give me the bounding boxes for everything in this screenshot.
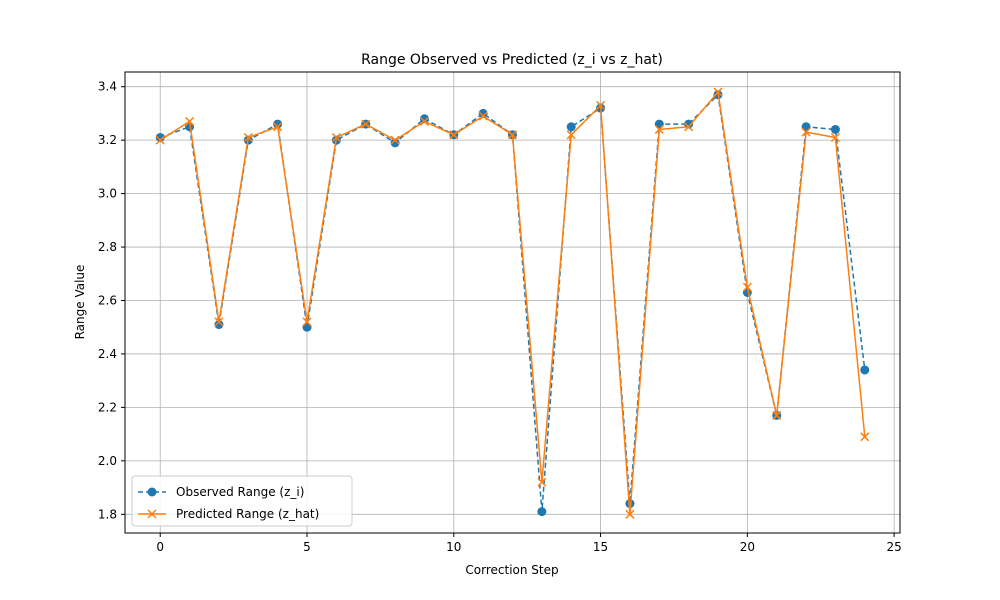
y-tick-label: 2.8 [98, 240, 117, 254]
series-layer [155, 87, 870, 519]
data-point-observed [155, 132, 165, 142]
data-point-predicted [625, 509, 635, 519]
data-point-predicted [507, 130, 518, 140]
legend-swatch-marker-observed [147, 487, 157, 497]
data-point-observed [566, 122, 576, 132]
y-tick-label: 2.0 [98, 454, 117, 468]
data-point-predicted [390, 135, 400, 145]
legend-entry-observed: Observed Range (z_i) [138, 485, 304, 499]
data-point-predicted [596, 100, 606, 110]
y-tick-label: 1.8 [98, 507, 117, 521]
data-point-predicted [155, 135, 165, 145]
y-tick-label: 2.2 [98, 400, 117, 414]
plot-area-frame [124, 71, 901, 534]
data-point-observed [214, 320, 224, 330]
data-point-predicted [478, 111, 488, 121]
legend-box [131, 475, 353, 527]
data-point-observed [478, 108, 488, 118]
x-tick-label: 20 [740, 540, 755, 554]
y-tick-label: 3.2 [98, 133, 117, 147]
x-tick-label: 10 [446, 540, 461, 554]
data-point-observed [273, 119, 283, 129]
data-point-predicted [419, 116, 429, 126]
data-point-observed [830, 124, 840, 134]
legend: Observed Range (z_i) Predicted Range (z_… [131, 475, 353, 527]
data-point-predicted [537, 477, 547, 487]
legend-label-predicted: Predicted Range (z_hat) [176, 507, 319, 521]
data-point-predicted [801, 127, 811, 137]
data-point-predicted [243, 132, 253, 143]
data-point-predicted [772, 410, 782, 420]
data-point-predicted [449, 130, 459, 140]
data-point-predicted [742, 282, 752, 292]
data-point-observed [860, 365, 870, 375]
y-tick-label: 3.4 [98, 80, 117, 94]
legend-swatch-marker-predicted [147, 509, 157, 519]
data-point-observed [625, 499, 635, 509]
x-axis-label: Correction Step [465, 563, 558, 577]
data-point-predicted [331, 132, 341, 143]
x-tick-label: 25 [886, 540, 901, 554]
y-tick-label: 3.0 [98, 187, 117, 201]
data-point-observed [419, 114, 429, 124]
legend-label-observed: Observed Range (z_i) [176, 485, 304, 499]
x-tick-label: 15 [593, 540, 608, 554]
chart-title: Range Observed vs Predicted (z_i vs z_ha… [361, 52, 663, 68]
data-point-predicted [566, 130, 576, 140]
data-point-predicted [214, 317, 224, 327]
data-point-predicted [361, 119, 371, 129]
legend-entry-predicted: Predicted Range (z_hat) [138, 507, 319, 521]
axis-ticks: 0 5 10 15 20 25 1.8 2.0 2.2 2.4 2.6 2.8 3.0 3.2 3.4 [98, 80, 902, 554]
data-point-predicted [860, 432, 870, 442]
data-point-predicted [713, 87, 723, 97]
y-tick-label: 2.4 [98, 347, 117, 361]
x-tick-label: 0 [156, 540, 164, 554]
y-axis-label: Range Value [73, 265, 87, 340]
x-tick-label: 5 [303, 540, 311, 554]
data-point-predicted [654, 124, 664, 134]
data-point-predicted [185, 116, 195, 126]
y-tick-label: 2.6 [98, 293, 117, 307]
data-point-predicted [273, 122, 283, 132]
data-point-observed [537, 507, 547, 517]
data-point-predicted [302, 317, 312, 327]
data-point-predicted [830, 132, 840, 143]
data-point-predicted [684, 122, 694, 132]
data-point-observed [390, 138, 400, 148]
